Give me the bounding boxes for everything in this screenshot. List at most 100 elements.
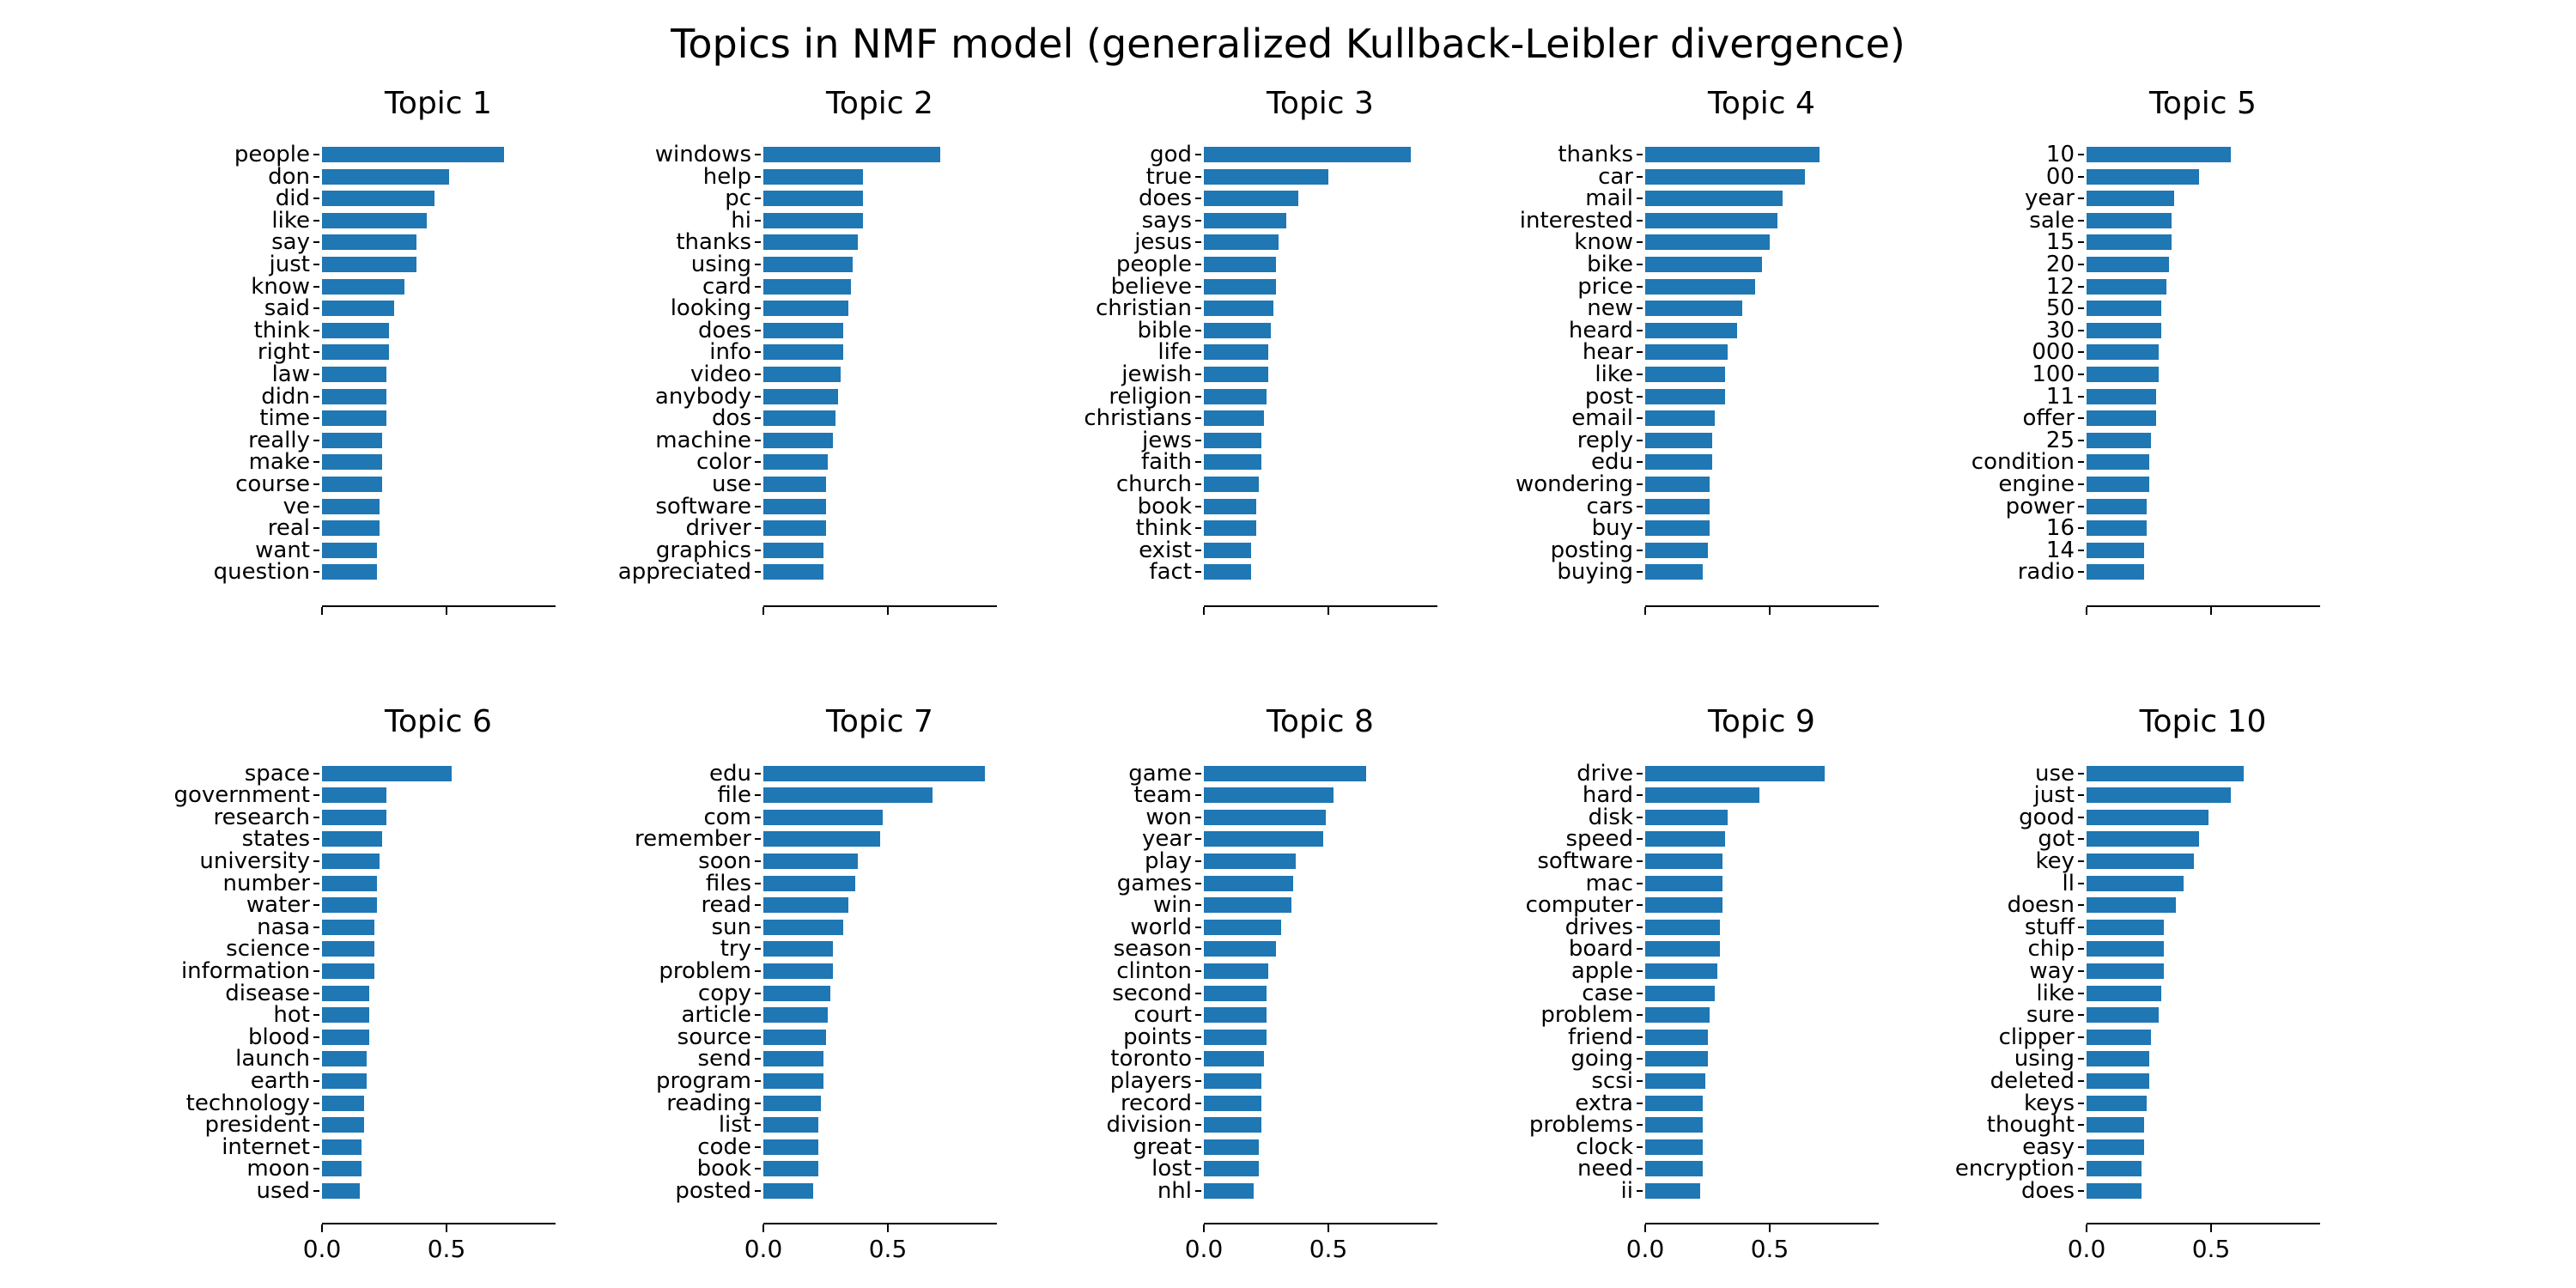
bar (1645, 1029, 1708, 1045)
bar (1645, 498, 1710, 514)
bar (1645, 191, 1783, 207)
bar (2087, 322, 2161, 338)
bar (1645, 564, 1703, 580)
y-tick-mark (1195, 219, 1201, 222)
y-tick-label: does (1139, 185, 1192, 212)
bar (322, 322, 390, 338)
y-tick-label: send (697, 1046, 751, 1072)
x-tick-mark (762, 607, 764, 615)
y-tick-label: color (696, 449, 751, 476)
y-tick-label: know (1574, 229, 1633, 256)
y-tick-label: thanks (1558, 142, 1633, 167)
y-tick-label: reply (1577, 427, 1633, 453)
bar (2087, 410, 2157, 427)
y-tick-mark (1195, 948, 1201, 951)
y-tick-mark (1195, 483, 1201, 485)
bar (322, 875, 377, 891)
y-tick-mark (755, 1124, 761, 1127)
y-tick-label: god (1150, 142, 1192, 167)
bar (322, 1139, 362, 1155)
y-tick-mark (755, 241, 761, 244)
bar (1204, 787, 1334, 804)
bar (2087, 168, 2199, 185)
y-tick-label: real (267, 515, 310, 542)
y-tick-label: need (1577, 1156, 1633, 1182)
y-tick-label: great (1133, 1133, 1192, 1160)
y-tick-mark (2078, 992, 2084, 994)
bar (763, 191, 863, 207)
y-tick-mark (1195, 175, 1201, 178)
y-tick-label: court (1133, 1002, 1192, 1029)
y-tick-label: sun (711, 914, 751, 940)
bar (1645, 168, 1805, 185)
y-tick-mark (1637, 1014, 1643, 1017)
y-tick-mark (2078, 307, 2084, 310)
bar (2087, 1117, 2144, 1133)
x-axis-line (322, 1223, 556, 1224)
y-tick-label: government (173, 782, 310, 809)
y-tick-label: players (1109, 1067, 1192, 1094)
y-tick-mark (313, 1014, 319, 1017)
y-tick-label: religion (1109, 383, 1192, 410)
y-tick-label: thought (1986, 1112, 2075, 1139)
y-tick-mark (2078, 571, 2084, 574)
y-tick-label: sale (2029, 207, 2075, 234)
y-tick-label: like (2036, 980, 2075, 1006)
y-tick-mark (2078, 219, 2084, 222)
y-tick-label: know (251, 273, 310, 300)
y-tick-mark (1637, 219, 1643, 222)
y-tick-mark (755, 1058, 761, 1060)
bar (2087, 1095, 2147, 1111)
bar (322, 498, 380, 514)
bar (1204, 168, 1328, 185)
bar (2087, 1182, 2142, 1199)
x-tick-mark (1327, 607, 1329, 615)
bar (763, 1139, 818, 1155)
y-tick-mark (2078, 241, 2084, 244)
y-tick-mark (1637, 571, 1643, 574)
y-tick-label: say (271, 229, 310, 256)
bar (2087, 477, 2149, 492)
bar (1645, 367, 1725, 382)
bar (1645, 831, 1725, 848)
y-tick-mark (313, 772, 319, 775)
y-tick-label: computer (1525, 892, 1633, 919)
bar (1645, 1139, 1703, 1155)
y-tick-mark (1195, 307, 1201, 310)
y-tick-mark (2078, 1189, 2084, 1192)
y-tick-mark (2078, 1102, 2084, 1104)
y-tick-label: clinton (1116, 957, 1192, 984)
y-tick-label: soon (698, 848, 751, 874)
x-tick-mark (321, 1224, 323, 1232)
y-tick-mark (313, 417, 319, 420)
y-tick-mark (755, 838, 761, 841)
y-tick-mark (1637, 439, 1643, 441)
x-tick-mark (1769, 607, 1771, 615)
x-tick-label: 0.5 (1750, 1235, 1789, 1263)
bar (763, 344, 843, 361)
bar (2087, 454, 2149, 471)
y-tick-label: buy (1591, 515, 1633, 542)
y-tick-label: science (226, 936, 310, 963)
y-tick-label: hear (1582, 339, 1633, 366)
y-tick-label: use (711, 471, 751, 497)
y-tick-label: read (701, 892, 751, 919)
y-tick-mark (2078, 948, 2084, 951)
bar (322, 1007, 370, 1024)
y-tick-mark (1637, 794, 1643, 797)
y-tick-mark (1195, 1058, 1201, 1060)
y-tick-mark (755, 1168, 761, 1170)
y-tick-mark (1637, 948, 1643, 951)
y-tick-mark (313, 374, 319, 375)
y-tick-mark (313, 882, 319, 884)
subplot-title: Topic 2 (826, 86, 933, 121)
y-tick-label: software (1537, 848, 1633, 874)
y-tick-label: card (702, 273, 751, 300)
bar (763, 520, 826, 537)
bar (763, 212, 863, 228)
y-tick-label: article (681, 1002, 751, 1029)
y-tick-mark (755, 1102, 761, 1104)
x-tick-mark (446, 607, 447, 615)
y-tick-mark (313, 154, 319, 155)
y-tick-label: lost (1151, 1156, 1192, 1182)
